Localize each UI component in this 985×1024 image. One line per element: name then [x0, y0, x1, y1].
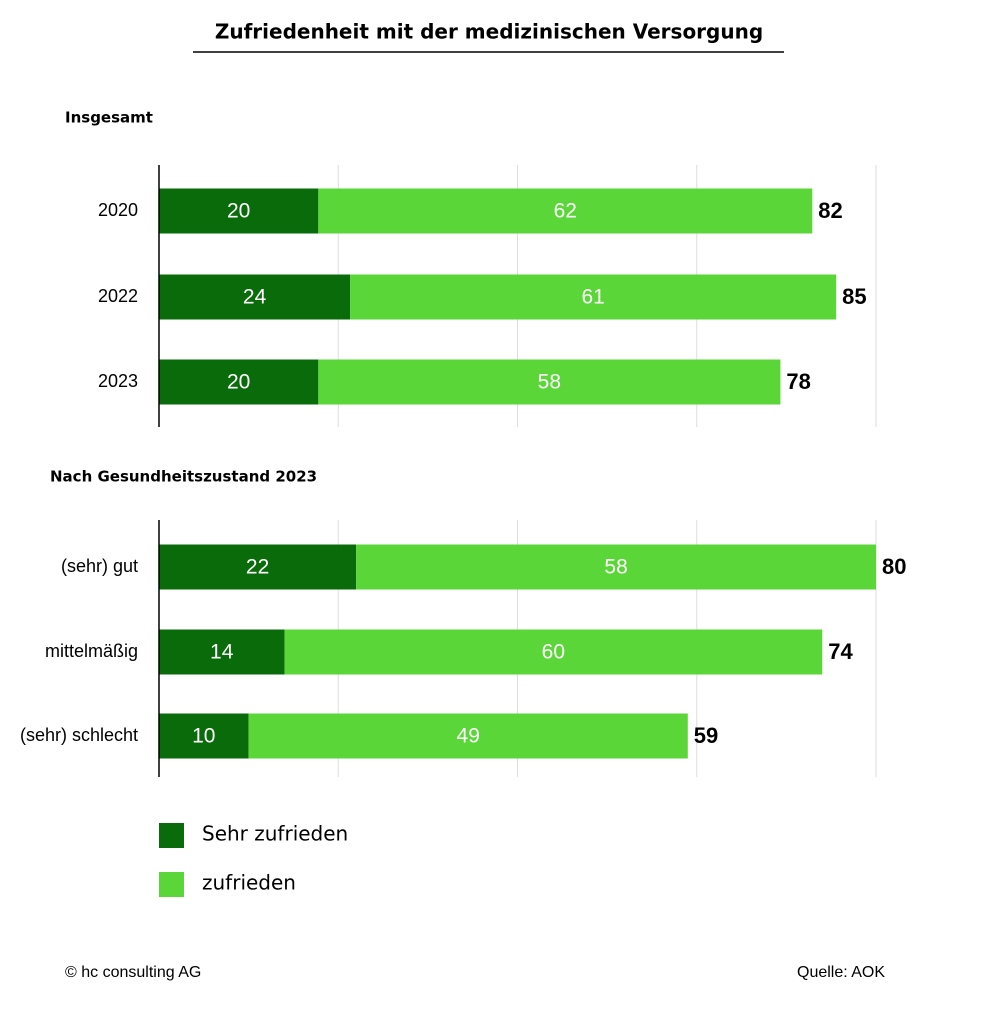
value-label: 10 — [192, 725, 215, 748]
value-label: 58 — [604, 556, 627, 579]
bar-segment — [159, 274, 351, 320]
bar-segment — [284, 629, 823, 675]
total-label: 78 — [786, 369, 810, 394]
bar-segment — [159, 359, 319, 405]
value-label: 62 — [554, 200, 577, 223]
bar-segment — [248, 713, 688, 759]
category-label: 2022 — [98, 286, 138, 306]
value-label: 49 — [457, 725, 480, 748]
total-label: 85 — [842, 284, 866, 309]
legend-label: zufrieden — [202, 871, 296, 895]
bar-segment — [318, 188, 813, 234]
bar-segment — [159, 713, 249, 759]
value-label: 58 — [538, 371, 561, 394]
total-label: 82 — [818, 198, 842, 223]
category-label: mittelmäßig — [45, 641, 138, 661]
value-label: 20 — [227, 200, 250, 223]
bar-segment — [159, 544, 357, 590]
bar-segment — [159, 188, 319, 234]
legend-swatch — [159, 823, 184, 848]
bar-segment — [356, 544, 876, 590]
subtitle: Insgesamt — [65, 109, 153, 127]
total-label: 59 — [694, 723, 718, 748]
value-label: 24 — [243, 286, 267, 309]
value-label: 61 — [582, 286, 605, 309]
total-label: 74 — [828, 639, 853, 664]
legend-label: Sehr zufrieden — [202, 822, 348, 846]
bar-segment — [318, 359, 781, 405]
bar-segment — [159, 629, 285, 675]
value-label: 14 — [210, 641, 234, 664]
total-label: 80 — [882, 554, 906, 579]
chart-title: Zufriedenheit mit der medizinischen Vers… — [215, 20, 763, 44]
value-label: 60 — [542, 641, 565, 664]
bar-segment — [350, 274, 837, 320]
value-label: 22 — [246, 556, 269, 579]
category-label: (sehr) gut — [61, 556, 138, 576]
copyright: © hc consulting AG — [65, 964, 201, 981]
source: Quelle: AOK — [797, 964, 885, 981]
category-label: 2020 — [98, 200, 138, 220]
category-label: (sehr) schlecht — [20, 725, 138, 745]
value-label: 20 — [227, 371, 250, 394]
subtitle: Nach Gesundheitszustand 2023 — [50, 468, 317, 486]
category-label: 2023 — [98, 371, 138, 391]
legend-swatch — [159, 872, 184, 897]
